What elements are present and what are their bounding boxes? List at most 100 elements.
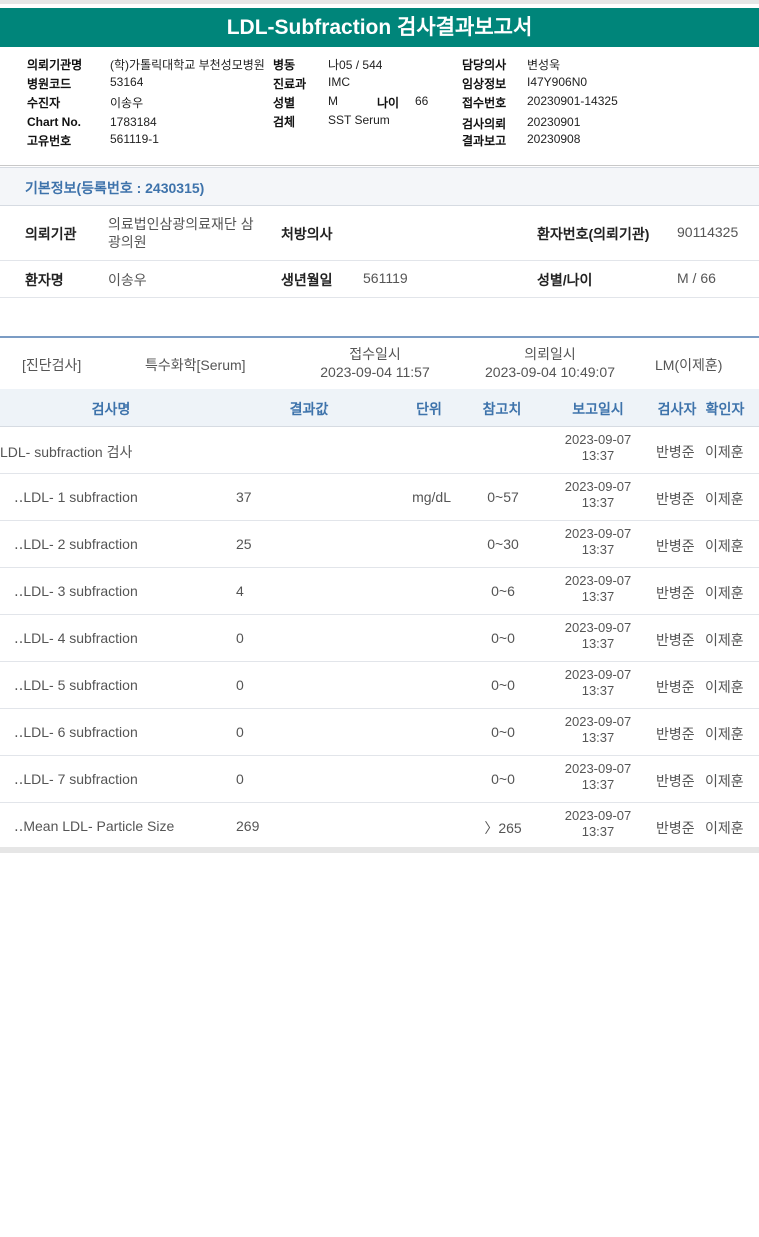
- info-label: 병동: [273, 58, 296, 72]
- report-time: 2023-09-07 13:37: [564, 808, 632, 839]
- confirmer: 이제훈: [705, 632, 744, 648]
- column-header: 참고치: [482, 401, 522, 417]
- info-label: 결과보고: [462, 134, 507, 148]
- table-row: ‥LDL- 1 subfraction 37 mg/dL 0~57 2023-09-07…: [0, 474, 759, 521]
- field-value: M / 66: [677, 270, 716, 286]
- info-label: 수진자: [27, 96, 61, 110]
- requested-time: 2023-09-04 10:49:07: [485, 364, 615, 380]
- order-doctor: LM(이제훈): [655, 357, 723, 373]
- info-label: Chart No.: [27, 115, 81, 129]
- column-header: 단위: [416, 401, 442, 417]
- confirmer: 이제훈: [705, 726, 744, 742]
- divider: [0, 297, 759, 298]
- reference-range: 0~6: [491, 583, 515, 599]
- field-label: 의뢰기관: [25, 226, 77, 242]
- field-value: 90114325: [677, 224, 739, 240]
- tester: 반병준: [656, 538, 695, 554]
- info-value: 나05 / 544: [328, 58, 383, 72]
- confirmer: 이제훈: [705, 585, 744, 601]
- test-name: ‥LDL- 5 subfraction: [14, 677, 138, 693]
- info-label: 진료과: [273, 77, 307, 91]
- reference-range: 0~0: [491, 630, 515, 646]
- info-value: 변성욱: [527, 58, 561, 72]
- field-label: 환자명: [25, 272, 64, 288]
- divider: [0, 165, 759, 166]
- info-value: I47Y906N0: [527, 75, 588, 89]
- report-title: LDL-Subfraction 검사결과보고서: [0, 8, 759, 47]
- table-row: ‥Mean LDL- Particle Size 269 〉265 2023-09-0…: [0, 803, 759, 850]
- field-label: 성별/나이: [537, 272, 593, 288]
- table-row: ‥LDL- 7 subfraction 0 0~0 2023-09-07 13:37 반…: [0, 756, 759, 803]
- bottom-bar: [0, 847, 759, 853]
- result-value: 0: [236, 630, 244, 646]
- received-time: 2023-09-04 11:57: [320, 364, 430, 380]
- test-name: LDL- subfraction 검사: [0, 444, 133, 460]
- report-time: 2023-09-07 13:37: [564, 620, 632, 651]
- section-title: 기본정보(등록번호 : 2430315): [25, 180, 205, 196]
- test-name: ‥LDL- 3 subfraction: [14, 583, 138, 599]
- test-name: ‥LDL- 1 subfraction: [14, 489, 138, 505]
- info-value: 66: [415, 94, 429, 108]
- field-label: 환자번호(의뢰기관): [537, 226, 650, 242]
- info-label: 담당의사: [462, 58, 507, 72]
- requested-label: 의뢰일시: [524, 346, 576, 362]
- result-value: 37: [236, 489, 252, 505]
- test-name: ‥LDL- 6 subfraction: [14, 724, 138, 740]
- report-time: 2023-09-07 13:37: [564, 714, 632, 745]
- info-value: 561119-1: [110, 132, 159, 146]
- table-row: ‥LDL- 3 subfraction 4 0~6 2023-09-07 13:37 반…: [0, 568, 759, 615]
- table-row: ‥LDL- 6 subfraction 0 0~0 2023-09-07 13:37 반…: [0, 709, 759, 756]
- report-time: 2023-09-07 13:37: [564, 761, 632, 792]
- tester: 반병준: [656, 585, 695, 601]
- tester: 반병준: [656, 679, 695, 695]
- info-value: M: [328, 94, 338, 108]
- field-label: 생년월일: [281, 272, 333, 288]
- result-value: 4: [236, 583, 244, 599]
- column-header: 검사자: [657, 401, 697, 417]
- received-label: 접수일시: [349, 346, 401, 362]
- tester: 반병준: [656, 444, 695, 460]
- column-header: 검사명: [91, 401, 131, 417]
- order-category: [진단검사]: [22, 357, 82, 373]
- info-label: 검사의뢰: [462, 117, 507, 131]
- tester: 반병준: [656, 726, 695, 742]
- tester: 반병준: [656, 820, 695, 836]
- table-row: ‥LDL- 2 subfraction 25 0~30 2023-09-07 13:3…: [0, 521, 759, 568]
- result-value: 25: [236, 536, 252, 552]
- info-label: 고유번호: [27, 134, 72, 148]
- divider: [0, 260, 759, 261]
- field-value: 의료법인삼광의료재단 삼광의원: [108, 216, 254, 250]
- divider: [0, 336, 759, 338]
- unit: mg/dL: [412, 489, 451, 505]
- info-value: IMC: [328, 75, 350, 89]
- info-value: 20230901: [527, 115, 581, 129]
- report-time: 2023-09-07 13:37: [564, 526, 632, 557]
- field-value: 이송우: [108, 272, 147, 288]
- confirmer: 이제훈: [705, 679, 744, 695]
- reference-range: 〉265: [484, 820, 522, 836]
- report-time: 2023-09-07 13:37: [564, 432, 632, 463]
- confirmer: 이제훈: [705, 773, 744, 789]
- test-name: ‥Mean LDL- Particle Size: [14, 818, 175, 834]
- info-value: 20230901-14325: [527, 94, 618, 108]
- confirmer: 이제훈: [705, 491, 744, 507]
- reference-range: 0~0: [491, 677, 515, 693]
- top-line: [0, 0, 759, 4]
- reference-range: 0~57: [487, 489, 519, 505]
- info-value: 이송우: [110, 96, 144, 110]
- info-label: 병원코드: [27, 77, 72, 91]
- field-value: 561119: [363, 270, 408, 286]
- info-label: 접수번호: [462, 96, 507, 110]
- info-value: 53164: [110, 75, 144, 89]
- order-specimen: 특수화학[Serum]: [145, 357, 246, 373]
- report-time: 2023-09-07 13:37: [564, 479, 632, 510]
- info-label: 검체: [273, 115, 296, 129]
- test-name: ‥LDL- 2 subfraction: [14, 536, 138, 552]
- confirmer: 이제훈: [705, 444, 744, 460]
- section-header: 기본정보(등록번호 : 2430315): [0, 167, 759, 206]
- info-value: SST Serum: [328, 113, 390, 127]
- test-name: ‥LDL- 4 subfraction: [14, 630, 138, 646]
- info-label: 임상정보: [462, 77, 507, 91]
- field-label: 처방의사: [281, 226, 333, 242]
